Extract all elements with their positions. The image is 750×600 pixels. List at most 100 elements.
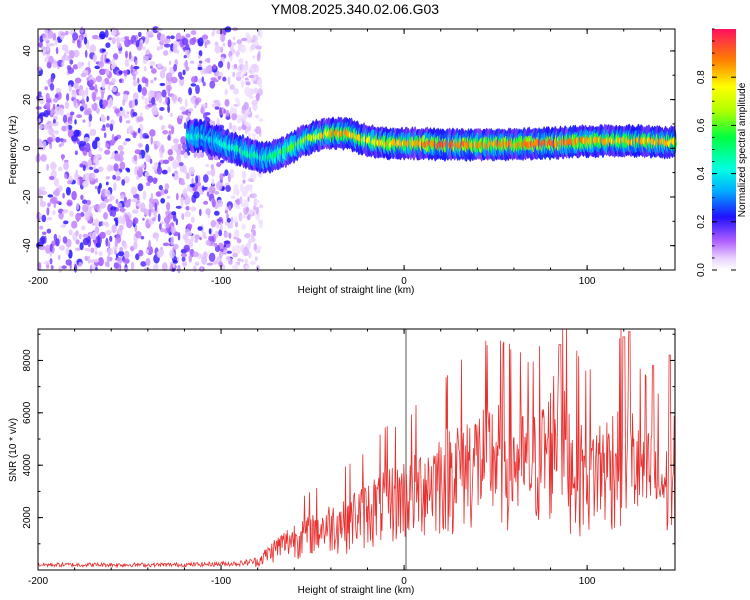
noise-dot (102, 221, 106, 226)
noise-dot (95, 242, 101, 248)
noise-dot (198, 55, 201, 59)
noise-dot (142, 217, 145, 221)
noise-dot (160, 188, 165, 196)
noise-dot (149, 158, 153, 164)
noise-dot (235, 205, 241, 210)
noise-dot (182, 234, 189, 241)
noise-dot (233, 88, 239, 95)
noise-dot (188, 166, 195, 175)
noise-dot (82, 164, 86, 172)
noise-dot (94, 218, 100, 227)
noise-dot (225, 109, 230, 118)
noise-dot (238, 212, 243, 222)
noise-dot (240, 79, 245, 88)
noise-dot (105, 229, 112, 235)
colorbar-tick-label: 0.8 (696, 70, 707, 84)
noise-dot (39, 225, 44, 230)
noise-dot (176, 149, 182, 156)
noise-dot (235, 97, 239, 103)
noise-dot (48, 175, 55, 180)
y-tick-label: 2000 (22, 506, 33, 529)
noise-dot (158, 95, 163, 104)
noise-dot (241, 109, 246, 114)
noise-dot (226, 217, 231, 223)
noise-dot (79, 105, 84, 112)
noise-dot (98, 147, 103, 152)
noise-dot (244, 86, 250, 96)
noise-dot (105, 42, 111, 48)
noise-dot (57, 254, 61, 260)
noise-dot (71, 90, 77, 98)
noise-dot (127, 198, 132, 203)
noise-dot (117, 202, 122, 209)
noise-dot (82, 119, 86, 123)
noise-dot (82, 180, 89, 188)
noise-dot (122, 141, 127, 146)
noise-dot (118, 250, 125, 257)
snr-frame (37, 328, 676, 571)
noise-dot (81, 225, 86, 231)
noise-dot (68, 55, 71, 61)
noise-dot (74, 119, 77, 125)
noise-dot (160, 33, 166, 44)
noise-dot (119, 161, 126, 170)
noise-dot (167, 134, 171, 141)
noise-dot (98, 251, 103, 256)
noise-dot (222, 76, 227, 82)
noise-dot (214, 191, 219, 195)
x-tick-label: -200 (28, 276, 48, 287)
noise-dot (203, 174, 209, 183)
noise-dot (186, 231, 193, 237)
noise-dot (101, 79, 106, 90)
noise-dot (213, 260, 218, 265)
noise-dot (71, 220, 78, 229)
noise-dot (194, 239, 199, 243)
noise-dot (164, 38, 171, 43)
noise-dot (117, 145, 124, 151)
noise-dot (89, 264, 93, 274)
noise-dot (190, 30, 197, 36)
noise-dot (186, 223, 193, 230)
chart-title: YM08.2025.340.02.06.G03 (271, 1, 439, 17)
noise-dot (36, 118, 41, 123)
noise-dot (132, 217, 139, 225)
noise-dot (59, 245, 66, 251)
noise-dot (55, 238, 60, 247)
noise-dot (66, 93, 70, 102)
noise-dot (193, 265, 197, 272)
noise-dot (159, 115, 163, 121)
noise-dot (191, 76, 197, 83)
noise-dot (166, 195, 171, 199)
snr-xlabel: Height of straight line (km) (298, 585, 415, 596)
signal-ridge (185, 116, 677, 174)
noise-dot (62, 114, 68, 124)
noise-dot (75, 239, 80, 245)
noise-dot (118, 50, 122, 54)
noise-dot (86, 199, 91, 206)
noise-dot (152, 217, 156, 222)
noise-dot (145, 143, 150, 153)
noise-dot (47, 202, 51, 208)
noise-dot (172, 173, 175, 177)
noise-dot (95, 107, 100, 114)
noise-dot (220, 222, 223, 230)
y-tick-label: -20 (22, 189, 33, 204)
y-tick-label: 40 (22, 45, 33, 57)
x-tick-label: 0 (401, 576, 407, 587)
noise-dot (134, 149, 142, 155)
noise-dot (93, 168, 100, 174)
noise-dot (253, 229, 256, 237)
noise-dot (170, 76, 178, 84)
noise-dot (78, 261, 83, 267)
noise-dot (150, 136, 153, 145)
noise-dot (189, 183, 195, 188)
noise-dot (205, 66, 208, 75)
noise-dot (162, 242, 170, 247)
noise-dot (114, 240, 119, 248)
noise-dot (224, 99, 230, 107)
noise-dot (241, 259, 244, 263)
noise-dot (253, 205, 256, 211)
noise-dot (219, 173, 224, 181)
noise-dot (198, 50, 203, 57)
noise-dot (115, 171, 121, 176)
